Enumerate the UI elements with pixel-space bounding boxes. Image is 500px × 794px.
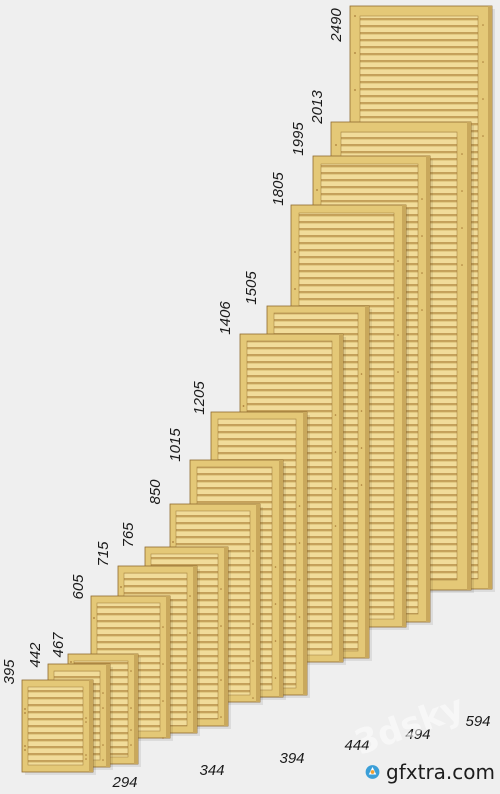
width-label: 494 xyxy=(405,726,430,743)
brand-name: gfxtra.com xyxy=(386,760,495,784)
height-label: 395 xyxy=(1,659,18,685)
shutter-door xyxy=(21,679,96,775)
height-label: 850 xyxy=(147,479,164,505)
height-label: 1995 xyxy=(290,122,307,156)
width-label: 594 xyxy=(465,713,490,730)
shutter-doors xyxy=(21,5,495,775)
height-label: 1505 xyxy=(243,271,260,305)
height-label: 765 xyxy=(120,522,137,548)
height-label: 467 xyxy=(50,632,67,658)
height-label: 442 xyxy=(27,642,44,668)
watermark-text: 3dsky xyxy=(349,687,469,763)
width-labels: 294 344 394 444 494 594 xyxy=(111,713,490,791)
height-label: 2013 xyxy=(309,90,326,125)
height-label: 1015 xyxy=(167,428,184,462)
height-label: 2490 xyxy=(328,8,345,43)
gfxtra-logo-icon xyxy=(365,765,380,779)
width-label: 394 xyxy=(279,750,304,767)
height-label: 1406 xyxy=(217,301,234,335)
height-label: 605 xyxy=(70,574,87,600)
width-label: 444 xyxy=(344,737,369,754)
width-label: 294 xyxy=(111,774,137,791)
width-label: 344 xyxy=(199,762,224,779)
height-label: 715 xyxy=(95,541,112,567)
height-label: 1805 xyxy=(270,172,287,206)
brand-watermark: gfxtra.com xyxy=(365,758,495,786)
height-label: 1205 xyxy=(191,381,208,415)
